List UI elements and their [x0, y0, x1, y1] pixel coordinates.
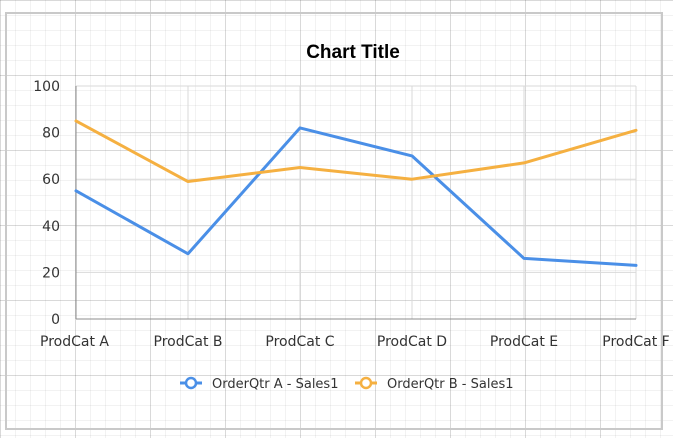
legend-marker-icon: [184, 376, 198, 390]
x-axis-ticks: ProdCat A ProdCat B ProdCat C ProdCat D Prod…: [40, 334, 670, 350]
legend-label: OrderQtr B - Sales1: [387, 377, 514, 392]
y-tick-label: 80: [42, 126, 60, 142]
y-tick-label: 100: [33, 79, 60, 95]
legend-label: OrderQtr A - Sales1: [212, 377, 338, 392]
y-tick-label: 60: [42, 172, 60, 188]
series-line: [74, 126, 638, 267]
y-axis-ticks: 0 20 40 60 80 100: [33, 79, 60, 328]
y-tick-label: 0: [51, 312, 60, 328]
x-tick-label: ProdCat B: [154, 334, 223, 350]
x-tick-label: ProdCat F: [602, 334, 669, 350]
axes: [75, 86, 636, 320]
series-lines: [74, 119, 638, 267]
y-tick-label: 40: [42, 219, 60, 235]
y-tick-label: 20: [42, 265, 60, 281]
legend-marker-icon: [359, 376, 373, 390]
legend: OrderQtr A - Sales1 OrderQtr B - Sales1: [180, 376, 514, 392]
x-tick-label: ProdCat E: [490, 334, 558, 350]
gridlines: [75, 85, 637, 320]
chart-frame: [5, 12, 663, 430]
series-line: [74, 119, 638, 184]
chart-title: Chart Title: [306, 42, 400, 63]
x-tick-label: ProdCat C: [265, 334, 334, 350]
x-tick-label: ProdCat A: [40, 334, 109, 350]
x-tick-label: ProdCat D: [377, 334, 447, 350]
